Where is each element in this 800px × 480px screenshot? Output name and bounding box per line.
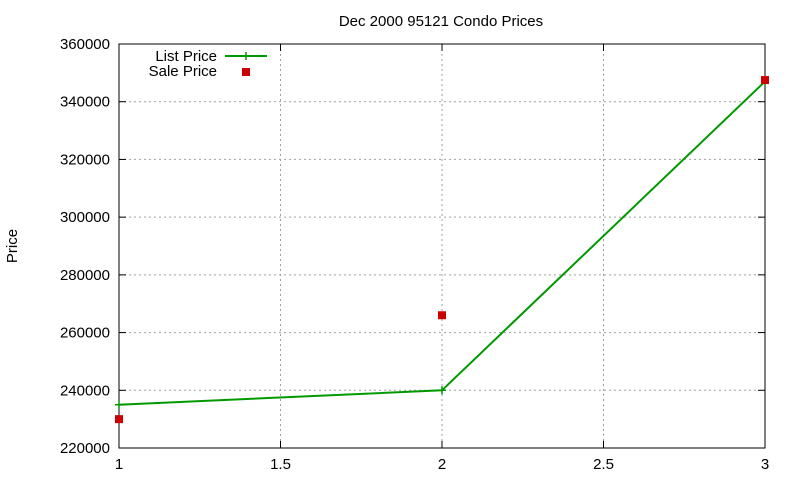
data-point-sale-price xyxy=(761,76,769,85)
y-axis-title: Price xyxy=(4,229,21,263)
y-tick-label: 280000 xyxy=(60,267,110,284)
legend-marker-sale-price xyxy=(242,68,250,76)
y-tick-label: 340000 xyxy=(60,94,110,111)
grid xyxy=(119,44,765,448)
axis-ticks: 220000 240000 260000 280000 300000 320000 3400… xyxy=(60,36,769,473)
legend-square xyxy=(242,68,250,76)
y-tick-label: 240000 xyxy=(60,382,110,399)
y-tick-label: 260000 xyxy=(60,325,110,342)
data-point-sale-price xyxy=(115,415,123,424)
data-series xyxy=(115,76,769,424)
data-point-sale-price xyxy=(438,311,446,320)
chart-title: Dec 2000 95121 Condo Prices xyxy=(339,13,543,30)
y-tick-label: 320000 xyxy=(60,151,110,168)
x-tick-label: 3 xyxy=(761,456,769,473)
x-tick-label: 1.5 xyxy=(270,456,291,473)
x-tick-label: 2.5 xyxy=(593,456,614,473)
data-point-list-price xyxy=(115,400,123,409)
y-tick-label: 360000 xyxy=(60,36,110,53)
data-point-list-price xyxy=(438,386,446,395)
y-tick-label: 300000 xyxy=(60,209,110,226)
legend-plus xyxy=(242,52,250,60)
x-tick-label: 1 xyxy=(115,456,123,473)
legend-label-sale-price: Sale Price xyxy=(149,63,217,80)
y-tick-label: 220000 xyxy=(60,440,110,457)
legend-marker-list-price xyxy=(242,52,250,60)
legend: List Price Sale Price xyxy=(149,48,267,80)
x-tick-label: 2 xyxy=(438,456,446,473)
legend-label-list-price: List Price xyxy=(155,48,217,65)
